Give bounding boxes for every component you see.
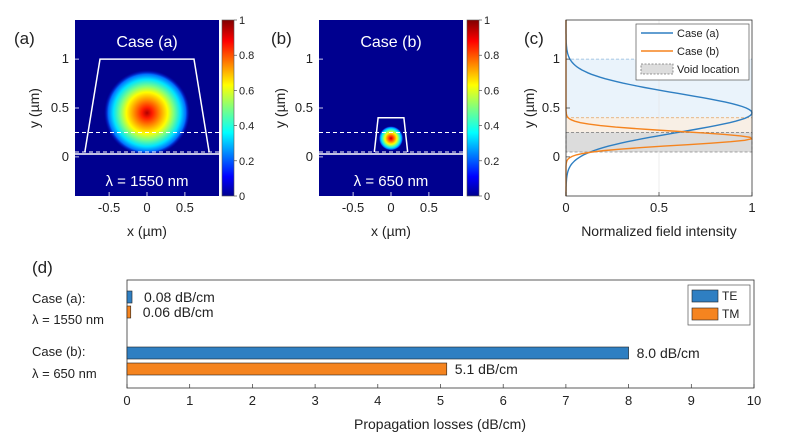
panel-c: (c) 0 0.5 1 0 0.5 1 Normalized field intensit…	[521, 19, 756, 239]
panel-a-wavelength: λ = 1550 nm	[106, 173, 189, 190]
x-tick-label: 1	[748, 200, 755, 215]
panel-a-xlabel: x (µm)	[127, 223, 167, 239]
legend-swatch-tm	[691, 307, 719, 321]
x-tick-label: 4	[374, 393, 381, 408]
panel-d: (d) 0.08 dB/cm0.06 dB/cm 8.0 dB/cm 5.1 dB/…	[32, 258, 761, 432]
panel-b-colorbar-ticks: 0 0.2 0.4 0.6 0.8 1	[479, 15, 499, 203]
panel-b-label: (b)	[271, 29, 292, 48]
panel-b-core-outline	[373, 117, 409, 153]
y-tick-label: 0	[553, 149, 560, 164]
colorbar-tick-label: 1	[484, 15, 490, 27]
x-tick-label: 8	[625, 393, 632, 408]
x-tick-label: 7	[562, 393, 569, 408]
x-tick-label: 9	[688, 393, 695, 408]
panel-d-legend: TE TM	[687, 284, 751, 326]
x-tick-label: 0	[123, 393, 130, 408]
legend-void: Void location	[677, 64, 739, 76]
colorbar-tick-label: 0.6	[484, 85, 499, 97]
panel-b-xlabel: x (µm)	[371, 223, 411, 239]
panel-c-ylabel: y (µm)	[521, 88, 537, 128]
panel-b-ylabel: y (µm)	[272, 88, 288, 128]
x-tick-label: 0	[387, 200, 394, 215]
legend-swatch-void	[640, 63, 674, 75]
y-tick-label: 0.5	[542, 100, 560, 115]
x-tick-label: 0.5	[420, 200, 438, 215]
legend-case-b: Case (b)	[677, 46, 719, 58]
colorbar-tick-label: 0.4	[484, 121, 499, 133]
colorbar-tick-label: 0.6	[239, 85, 254, 97]
x-tick-label: 0.5	[176, 200, 194, 215]
panel-b-colorbar	[466, 19, 480, 197]
y-tick-label: 1	[62, 51, 69, 66]
legend-case-a: Case (a)	[677, 28, 719, 40]
colorbar-tick-label: 0.2	[239, 156, 254, 168]
panel-c-legend: Case (a) Case (b) Void location	[635, 23, 750, 81]
bar-te	[126, 290, 133, 304]
bar-value-label: 8.0 dB/cm	[637, 345, 700, 361]
bar-tm	[126, 362, 448, 376]
panel-a-mode	[104, 69, 190, 156]
panel-b: (b) Case (b) λ = 650 nm -0.5 0 0.5 0 0.5 1 x …	[271, 15, 499, 239]
y-tick-label: 1	[553, 51, 560, 66]
panel-a-colorbar-ticks: 0 0.2 0.4 0.6 0.8 1	[234, 15, 254, 203]
bar-value-label: 5.1 dB/cm	[455, 361, 518, 377]
group-b-label-line2: λ = 650 nm	[32, 366, 97, 381]
legend-tm: TM	[722, 307, 739, 321]
colorbar-tick-label: 0	[484, 191, 490, 203]
legend-swatch-te	[691, 289, 719, 303]
colorbar-tick-label: 0.8	[484, 50, 499, 62]
x-tick-label: 3	[311, 393, 318, 408]
panel-a-ylabel: y (µm)	[26, 88, 42, 128]
bar-te	[126, 346, 629, 360]
x-tick-label: -0.5	[98, 200, 120, 215]
group-a-label-line1: Case (a):	[32, 291, 85, 306]
x-tick-label: -0.5	[342, 200, 364, 215]
panel-b-mode	[378, 126, 404, 151]
y-tick-label: 0	[62, 149, 69, 164]
colorbar-tick-label: 1	[239, 15, 245, 27]
bar-value-label: 0.08 dB/cm	[144, 289, 215, 305]
panel-c-series-case-a	[565, 20, 753, 196]
group-b-label-line1: Case (b):	[32, 344, 85, 359]
x-tick-label: 6	[500, 393, 507, 408]
colorbar-tick-label: 0.8	[239, 50, 254, 62]
y-tick-label: 0.5	[51, 100, 69, 115]
panel-d-label: (d)	[32, 258, 53, 277]
panel-a: (a) Case (a) λ = 1550 nm -0.5 0 0.5 0 0.5 1 x…	[14, 15, 254, 239]
group-a-label-line2: λ = 1550 nm	[32, 312, 104, 327]
panel-b-wavelength: λ = 650 nm	[354, 173, 429, 190]
y-tick-label: 1	[306, 51, 313, 66]
panel-a-core-outline	[84, 58, 210, 153]
panel-b-axes: -0.5 0 0.5 0 0.5 1	[295, 51, 438, 215]
x-tick-label: 1	[186, 393, 193, 408]
y-tick-label: 0.5	[295, 100, 313, 115]
panel-d-bars: 0.08 dB/cm0.06 dB/cm 8.0 dB/cm 5.1 dB/cm	[126, 289, 700, 377]
bar-value-label: 0.06 dB/cm	[143, 304, 214, 320]
x-tick-label: 5	[437, 393, 444, 408]
panel-c-label: (c)	[524, 29, 544, 48]
colorbar-tick-label: 0.2	[484, 156, 499, 168]
x-tick-label: 0	[143, 200, 150, 215]
panel-a-title: Case (a)	[116, 34, 177, 51]
panel-d-xlabel: Propagation losses (dB/cm)	[354, 416, 526, 432]
panel-d-axes: 0 1 2 3 4 5 6 7 8 9 10	[123, 384, 761, 408]
bar-tm	[126, 305, 132, 319]
panel-b-background	[319, 20, 463, 196]
panel-b-title: Case (b)	[360, 34, 421, 51]
panel-a-colorbar	[221, 19, 235, 197]
x-tick-label: 2	[249, 393, 256, 408]
panel-c-xlabel: Normalized field intensity	[581, 223, 737, 239]
y-tick-label: 0	[306, 149, 313, 164]
panel-c-axes: 0 0.5 1 0 0.5 1	[542, 51, 756, 215]
panel-a-axes: -0.5 0 0.5 0 0.5 1	[51, 51, 194, 215]
panel-a-label: (a)	[14, 29, 35, 48]
colorbar-tick-label: 0	[239, 191, 245, 203]
x-tick-label: 0	[562, 200, 569, 215]
legend-te: TE	[722, 289, 737, 303]
colorbar-tick-label: 0.4	[239, 121, 254, 133]
x-tick-label: 10	[747, 393, 761, 408]
x-tick-label: 0.5	[650, 200, 668, 215]
